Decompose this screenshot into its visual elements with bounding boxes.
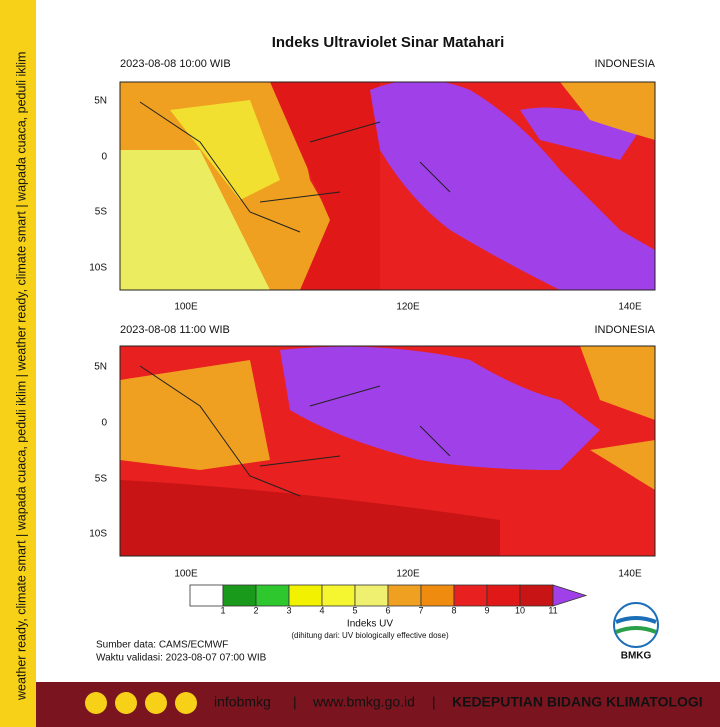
uv-zone bbox=[120, 150, 270, 290]
colorbar-box bbox=[222, 584, 257, 607]
map-timestamp: 2023-08-08 10:00 WIB bbox=[120, 58, 231, 70]
colorbar-box bbox=[255, 584, 290, 607]
uv-zone bbox=[580, 346, 655, 420]
colorbar-label: 2 bbox=[253, 605, 258, 615]
colorbar-label: 10 bbox=[515, 605, 525, 615]
lon-label: 140E bbox=[618, 302, 642, 313]
lat-label: 5N bbox=[94, 362, 107, 373]
uv-zone bbox=[270, 82, 380, 290]
uv-zone bbox=[170, 100, 280, 200]
footer-website: www.bmkg.go.id bbox=[312, 694, 415, 710]
lon-label: 100E bbox=[174, 302, 198, 313]
colorbar-label: 8 bbox=[451, 605, 456, 615]
logo-text: BMKG bbox=[621, 651, 652, 662]
colorbar-box bbox=[189, 584, 224, 607]
uv-zone bbox=[370, 82, 655, 290]
lat-label: 0 bbox=[101, 418, 107, 429]
map-frame bbox=[119, 81, 656, 291]
colorbar-box bbox=[420, 584, 455, 607]
map-region: INDONESIA bbox=[594, 58, 655, 70]
lat-label: 0 bbox=[101, 152, 107, 163]
uv-field bbox=[120, 82, 655, 290]
lat-label: 10S bbox=[89, 263, 107, 274]
colorbar-box bbox=[354, 584, 389, 607]
uv-zone bbox=[120, 480, 500, 556]
colorbar-box bbox=[486, 584, 521, 607]
uv-zone bbox=[280, 346, 600, 470]
uv-zone bbox=[590, 440, 655, 490]
colorbar-box bbox=[321, 584, 356, 607]
legend-title: Indeks UV bbox=[347, 619, 393, 630]
coastline bbox=[139, 365, 451, 497]
lon-label: 140E bbox=[618, 569, 642, 580]
colorbar-box bbox=[387, 584, 422, 607]
map-region: INDONESIA bbox=[594, 324, 655, 336]
social-icons bbox=[85, 692, 197, 714]
colorbar-label: 6 bbox=[385, 605, 390, 615]
lon-label: 120E bbox=[396, 302, 420, 313]
colorbar-label: 11 bbox=[548, 605, 557, 615]
side-slogan: weather ready, climate smart | wapada cu… bbox=[14, 52, 28, 701]
colorbar-label: 9 bbox=[484, 605, 489, 615]
source-data: Sumber data: CAMS/ECMWF bbox=[96, 640, 228, 651]
separator: | bbox=[293, 694, 297, 710]
lat-label: 5S bbox=[95, 474, 108, 485]
lat-label: 5S bbox=[95, 207, 108, 218]
colorbar-box bbox=[288, 584, 323, 607]
lon-label: 120E bbox=[396, 569, 420, 580]
lat-label: 5N bbox=[94, 96, 107, 107]
colorbar-label: 4 bbox=[319, 605, 324, 615]
uv-zone bbox=[560, 82, 655, 140]
separator: | bbox=[432, 694, 436, 710]
legend-note: (dihitung dari: UV biologically effectiv… bbox=[291, 631, 449, 640]
footer-department: KEDEPUTIAN BIDANG KLIMATOLOGI bbox=[452, 694, 703, 710]
colorbar-arrow bbox=[552, 584, 588, 607]
side-stripe bbox=[0, 0, 36, 727]
uv-field bbox=[120, 346, 655, 556]
lon-label: 100E bbox=[174, 569, 198, 580]
title: Indeks Ultraviolet Sinar Matahari bbox=[272, 34, 505, 51]
validity: Waktu validasi: 2023-08-07 07:00 WIB bbox=[96, 653, 267, 664]
lat-label: 10S bbox=[89, 529, 107, 540]
colorbar-label: 3 bbox=[286, 605, 291, 615]
map-frame bbox=[119, 345, 656, 557]
bmkg-logo bbox=[613, 602, 659, 648]
colorbar-box bbox=[519, 584, 554, 607]
uv-zone bbox=[120, 360, 270, 470]
colorbar-label: 5 bbox=[352, 605, 357, 615]
coastline bbox=[139, 101, 451, 233]
footer-handle: infobmkg bbox=[214, 694, 271, 710]
map-timestamp: 2023-08-08 11:00 WIB bbox=[120, 324, 230, 336]
colorbar-label: 1 bbox=[220, 605, 225, 615]
colorbar-box bbox=[453, 584, 488, 607]
colorbar-label: 7 bbox=[418, 605, 423, 615]
